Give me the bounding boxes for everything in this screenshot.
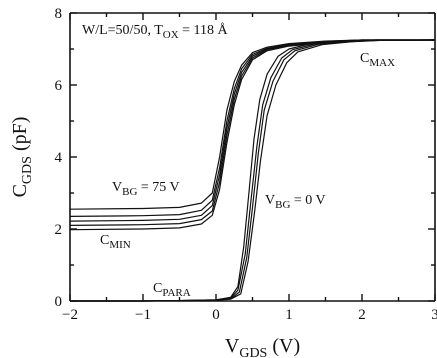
x-tick-label: 1	[285, 307, 293, 323]
cv-curve-8	[70, 39, 436, 302]
x-tick-label: −1	[135, 307, 151, 323]
annotations: W/L=50/50, TOX = 118 Å CMAX VBG = 75 V CMIN…	[82, 22, 395, 299]
annotation-vbg-75: VBG = 75 V	[112, 180, 180, 198]
annotation-cmax: CMAX	[360, 51, 395, 69]
y-tick-label: 0	[55, 294, 63, 310]
y-tick-label: 8	[55, 6, 63, 22]
y-tick-label: 4	[55, 150, 63, 166]
y-tick-label: 2	[55, 222, 63, 238]
axes: −2 −1 0 1 2 3 0 2 4 6 8 VGDS (V) CGDS (pF)	[9, 6, 437, 358]
cv-curve-9	[70, 39, 436, 302]
annotation-cpara: CPARA	[153, 281, 191, 299]
curve-group	[69, 39, 436, 302]
annotation-cmin: CMIN	[100, 233, 131, 251]
x-tick-label: 0	[212, 307, 220, 323]
x-tick-label: −2	[62, 307, 78, 323]
cv-curve-6	[70, 39, 435, 302]
y-axis-title: CGDS (pF)	[9, 117, 35, 198]
x-tick-label: 2	[358, 307, 366, 323]
x-tick-label: 3	[431, 307, 437, 323]
annotation-vbg-0: VBG = 0 V	[265, 193, 326, 211]
cv-curve-7	[70, 39, 435, 302]
y-tick-label: 6	[55, 78, 63, 94]
annotation-device: W/L=50/50, TOX = 118 Å	[82, 22, 229, 41]
x-axis-title: VGDS (V)	[225, 335, 300, 358]
